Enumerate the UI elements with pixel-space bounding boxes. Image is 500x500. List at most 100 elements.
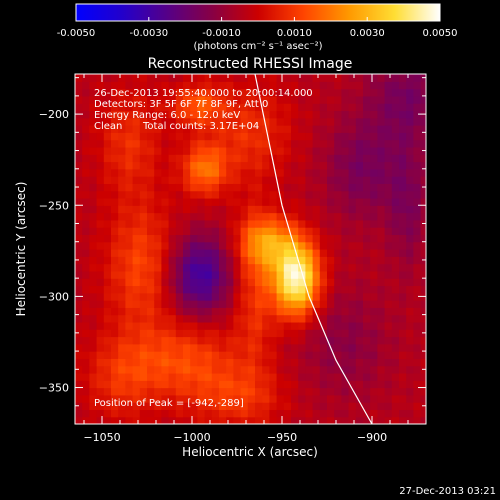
heatmap-cell — [377, 256, 386, 265]
heatmap-cell — [219, 197, 227, 206]
heatmap-cell — [96, 190, 105, 199]
heatmap-cell — [226, 103, 234, 112]
heatmap-cell — [305, 321, 314, 330]
heatmap-cell — [334, 197, 342, 206]
heatmap-cell — [197, 154, 206, 163]
heatmap-cell — [291, 394, 299, 403]
heatmap-cell — [262, 110, 270, 119]
heatmap-cell — [118, 343, 126, 352]
heatmap-cell — [233, 146, 242, 155]
heatmap-cell — [226, 117, 234, 126]
heatmap-cell — [341, 358, 350, 367]
heatmap-cell — [319, 74, 328, 82]
heatmap-cell — [125, 168, 134, 177]
heatmap-cell — [384, 205, 393, 214]
heatmap-cell — [89, 190, 98, 199]
heatmap-cell — [399, 278, 407, 287]
heatmap-cell — [125, 88, 134, 97]
heatmap-cell — [154, 95, 162, 104]
heatmap-cell — [103, 336, 112, 345]
heatmap-cell — [190, 292, 198, 301]
heatmap-cell — [233, 132, 242, 141]
heatmap-cell — [183, 146, 191, 155]
heatmap-cell — [211, 249, 220, 257]
heatmap-cell — [96, 394, 105, 403]
heatmap-cell — [132, 234, 141, 243]
heatmap-cell — [233, 219, 242, 228]
heatmap-cell — [240, 103, 249, 112]
heatmap-cell — [183, 234, 191, 243]
heatmap-cell — [211, 343, 220, 352]
heatmap-cell — [291, 219, 299, 228]
heatmap-cell — [204, 154, 213, 163]
heatmap-cell — [233, 125, 242, 133]
heatmap-cell — [348, 351, 357, 359]
heatmap-cell — [233, 95, 242, 104]
heatmap-cell — [305, 256, 314, 265]
heatmap-cell — [197, 365, 206, 374]
heatmap-cell — [413, 227, 422, 236]
heatmap-cell — [103, 343, 112, 352]
heatmap-cell — [154, 351, 162, 359]
heatmap-cell — [132, 380, 141, 389]
heatmap-cell — [247, 416, 256, 424]
heatmap-cell — [334, 234, 342, 243]
heatmap-cell — [327, 387, 335, 396]
heatmap-cell — [406, 95, 414, 104]
heatmap-cell — [233, 300, 242, 308]
heatmap-cell — [420, 336, 426, 345]
heatmap-cell — [341, 343, 350, 352]
heatmap-cell — [233, 168, 242, 177]
heatmap-cell — [327, 365, 335, 374]
heatmap-cell — [262, 387, 270, 396]
heatmap-cell — [291, 365, 299, 374]
heatmap-cell — [161, 249, 170, 257]
heatmap-cell — [341, 146, 350, 155]
heatmap-cell — [399, 307, 407, 316]
heatmap-cell — [89, 256, 98, 265]
heatmap-cell — [413, 270, 422, 279]
heatmap-cell — [161, 227, 170, 236]
heatmap-cell — [168, 307, 177, 316]
heatmap-cell — [319, 132, 328, 141]
heatmap-cell — [197, 278, 206, 287]
heatmap-cell — [269, 154, 278, 163]
heatmap-cell — [118, 402, 126, 411]
heatmap-cell — [370, 300, 378, 308]
colorbar-tick-label: -0.0050 — [57, 28, 96, 39]
heatmap-cell — [276, 117, 285, 126]
heatmap-cell — [154, 416, 162, 424]
heatmap-cell — [291, 146, 299, 155]
heatmap-cell — [89, 212, 98, 221]
heatmap-cell — [305, 336, 314, 345]
heatmap-cell — [168, 154, 177, 163]
heatmap-cell — [103, 321, 112, 330]
heatmap-cell — [219, 365, 227, 374]
heatmap-cell — [175, 161, 184, 170]
heatmap-cell — [305, 372, 314, 381]
heatmap-cell — [139, 329, 148, 338]
heatmap-cell — [312, 227, 321, 236]
heatmap-cell — [377, 88, 386, 97]
heatmap-cell — [89, 227, 98, 236]
heatmap-cell — [183, 219, 191, 228]
heatmap-cell — [370, 241, 378, 250]
heatmap-cell — [355, 351, 364, 359]
heatmap-cell — [348, 234, 357, 243]
heatmap-cell — [118, 387, 126, 396]
heatmap-cell — [96, 205, 105, 214]
heatmap-cell — [341, 263, 350, 272]
heatmap-cell — [125, 125, 134, 133]
heatmap-cell — [147, 161, 155, 170]
heatmap-cell — [298, 278, 306, 287]
heatmap-cell — [89, 125, 98, 133]
heatmap-cell — [125, 205, 134, 214]
heatmap-cell — [255, 176, 263, 184]
heatmap-cell — [125, 372, 134, 381]
heatmap-cell — [334, 249, 342, 257]
heatmap-cell — [255, 154, 263, 163]
heatmap-cell — [269, 234, 278, 243]
heatmap-cell — [161, 351, 170, 359]
heatmap-cell — [96, 263, 105, 272]
heatmap-cell — [204, 321, 213, 330]
